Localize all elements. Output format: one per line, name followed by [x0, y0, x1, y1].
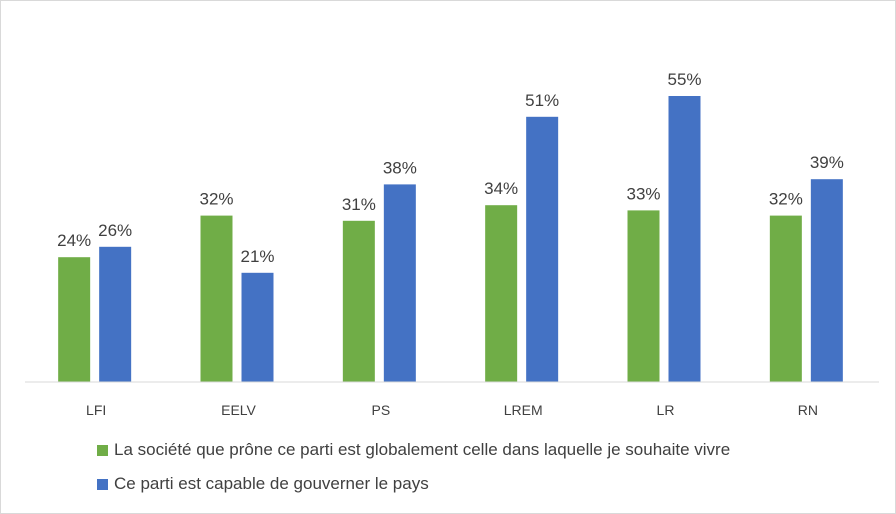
bar-eelv-series-2 — [241, 272, 274, 382]
data-label-lrem-series-1: 34% — [484, 179, 518, 198]
legend-label-series-2: Ce parti est capable de gouverner le pay… — [114, 474, 429, 493]
data-label-lrem-series-2: 51% — [525, 91, 559, 110]
bar-lr-series-1 — [627, 210, 660, 382]
data-label-eelv-series-2: 21% — [240, 247, 274, 266]
bar-chart: 24% 26% LFI 32% 21% EELV 31% 38% PS 34% 51% LREM 33%… — [25, 70, 879, 418]
data-label-ps-series-2: 38% — [383, 158, 417, 177]
data-label-lr-series-2: 55% — [667, 70, 701, 89]
data-label-lr-series-1: 33% — [626, 184, 660, 203]
x-tick-label-ps: PS — [371, 402, 390, 418]
x-tick-label-rn: RN — [798, 402, 818, 418]
bar-eelv-series-1 — [200, 215, 233, 382]
legend-item-series-2: Ce parti est capable de gouverner le pay… — [97, 467, 730, 501]
bar-rn-series-2 — [810, 179, 843, 382]
x-tick-label-eelv: EELV — [221, 402, 256, 418]
x-tick-label-lrem: LREM — [504, 402, 543, 418]
data-label-ps-series-1: 31% — [342, 195, 376, 214]
bar-lfi-series-2 — [99, 246, 132, 382]
legend-swatch-series-1 — [97, 444, 108, 456]
bar-ps-series-2 — [383, 184, 416, 382]
bar-rn-series-1 — [769, 215, 802, 382]
bar-lrem-series-2 — [526, 116, 559, 383]
x-tick-label-lfi: LFI — [86, 402, 106, 418]
data-label-eelv-series-1: 32% — [199, 190, 233, 209]
legend: La société que prône ce parti est global… — [97, 433, 730, 501]
data-label-lfi-series-2: 26% — [98, 221, 132, 240]
data-label-rn-series-1: 32% — [769, 190, 803, 209]
legend-item-series-1: La société que prône ce parti est global… — [97, 433, 730, 467]
bar-lr-series-2 — [668, 96, 701, 382]
data-label-rn-series-2: 39% — [810, 153, 844, 172]
legend-swatch-series-2 — [97, 478, 108, 490]
bar-ps-series-1 — [342, 220, 375, 382]
x-tick-label-lr: LR — [657, 402, 675, 418]
legend-label-series-1: La société que prône ce parti est global… — [114, 440, 731, 459]
data-label-lfi-series-1: 24% — [57, 231, 91, 250]
bar-lfi-series-1 — [58, 257, 91, 382]
bar-lrem-series-1 — [485, 205, 518, 382]
